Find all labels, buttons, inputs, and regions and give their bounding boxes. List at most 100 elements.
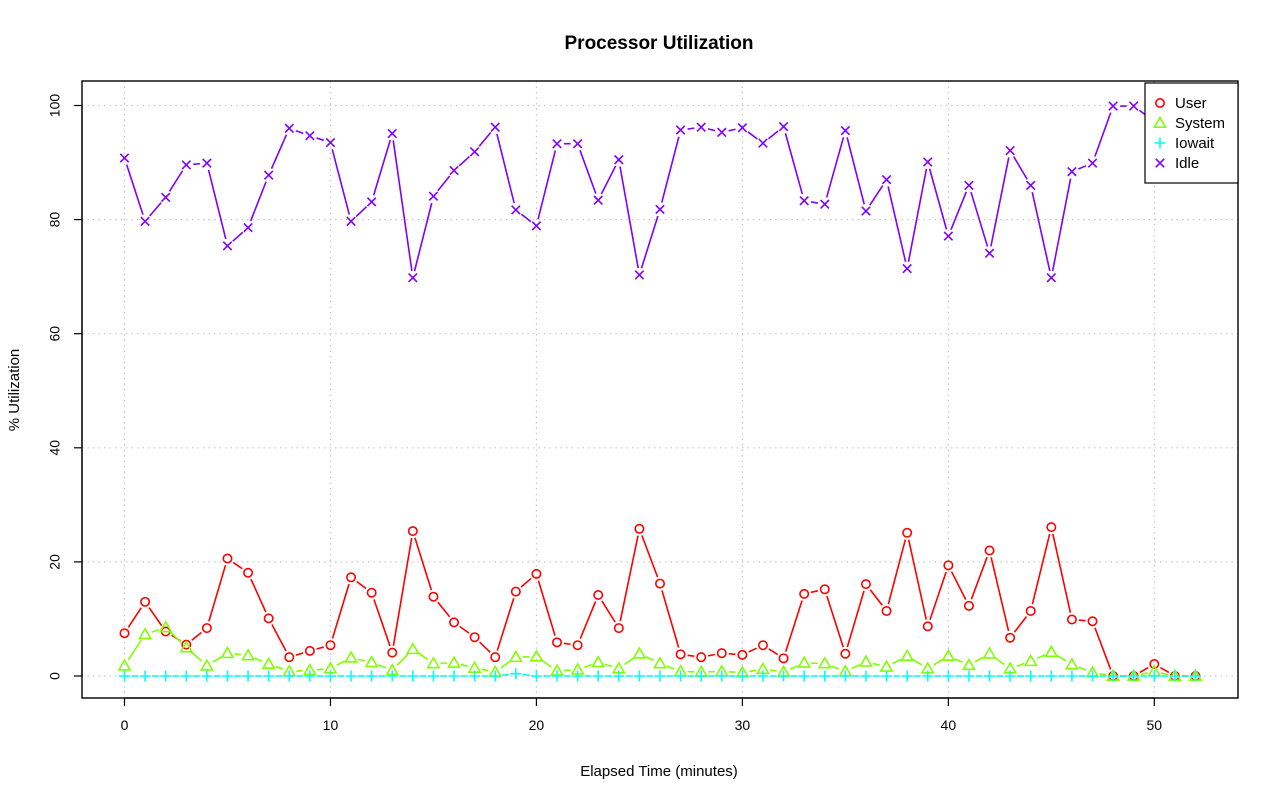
- series-idle-point-18: [490, 122, 500, 132]
- legend-label-iowait: Iowait: [1175, 135, 1215, 152]
- series-system-point-37: [879, 659, 894, 672]
- series-iowait-point-24: [613, 670, 625, 682]
- series-iowait-point-25: [633, 670, 645, 682]
- series-user-point-27: [675, 649, 686, 660]
- series-iowait-point-50: [1148, 670, 1160, 682]
- series-idle-point-34: [820, 199, 830, 209]
- series-iowait-point-8: [283, 670, 295, 682]
- series-system-point-12: [364, 655, 379, 668]
- series-idle-point-37: [881, 174, 892, 185]
- series-idle-point-1: [140, 216, 150, 227]
- series-idle-segment-27: [687, 127, 695, 130]
- series-iowait-point-3: [180, 670, 192, 682]
- series-user-segment-4: [208, 564, 227, 622]
- series-iowait-point-45: [1045, 670, 1057, 682]
- series-idle-segment-7: [270, 134, 288, 170]
- legend-item-idle: Idle: [1155, 155, 1199, 172]
- series-system-segment-46: [1078, 666, 1087, 671]
- series-iowait-point-11: [345, 670, 357, 682]
- series-idle-point-9: [305, 130, 315, 141]
- series-user-point-46: [1066, 614, 1077, 625]
- series-idle-segment-15: [437, 175, 451, 192]
- series-idle-segment-2: [168, 170, 184, 192]
- series-user-segment-6: [250, 578, 267, 613]
- series-system-point-34: [817, 656, 832, 669]
- series-iowait-point-1: [139, 670, 151, 682]
- series-user-segment-24: [619, 535, 639, 622]
- series-idle-segment-37: [887, 186, 907, 263]
- series-system-segment-0: [127, 639, 142, 661]
- series-user-segment-37: [887, 539, 907, 605]
- series-user-segment-16: [459, 625, 470, 634]
- series-idle-point-17: [469, 146, 480, 157]
- series-system-point-25: [632, 646, 647, 659]
- series-idle-point-30: [737, 122, 748, 133]
- series-iowait-point-38: [901, 670, 913, 682]
- series-idle-point-12: [366, 197, 377, 207]
- series-user-point-38: [902, 527, 913, 538]
- series-user-point-24: [613, 623, 624, 634]
- series-idle-segment-18: [496, 133, 515, 204]
- series-user-segment-32: [784, 600, 803, 652]
- series-user-point-19: [510, 586, 521, 597]
- series-user-point-4: [201, 623, 212, 634]
- x-axis: 0 10 20 30 40 50: [121, 697, 1162, 733]
- series-idle-segment-4: [207, 169, 227, 240]
- series-idle-point-42: [984, 248, 995, 259]
- series-iowait-point-30: [736, 670, 748, 682]
- series-user-segment-26: [661, 590, 680, 648]
- series-idle-point-44: [1025, 180, 1036, 191]
- series-user-point-8: [284, 652, 295, 663]
- series-iowait-point-47: [1087, 670, 1099, 682]
- series-idle-segment-24: [619, 166, 639, 269]
- series-system-segment-1: [151, 628, 160, 633]
- series-user-segment-41: [970, 556, 988, 600]
- series-idle-segment-6: [249, 181, 267, 222]
- series-user-segment-49: [1139, 666, 1149, 674]
- y-axis-title: % Utilization: [6, 349, 23, 432]
- series-system-point-33: [797, 655, 812, 668]
- legend-label-system: System: [1175, 115, 1225, 132]
- series-iowait-point-33: [798, 670, 810, 682]
- series-user-segment-38: [907, 539, 928, 620]
- series-user-segment-39: [929, 571, 947, 620]
- series-system-segment-45: [1056, 654, 1067, 662]
- series-system-segment-10: [336, 660, 346, 667]
- series-system-point-11: [344, 650, 359, 663]
- series-system-segment-41: [974, 656, 984, 663]
- series-idle-point-29: [717, 127, 727, 138]
- series-system-segment-38: [912, 658, 923, 666]
- series-user-point-20: [531, 568, 542, 579]
- series-idle-point-24: [614, 154, 624, 165]
- legend-marker-system: [1153, 115, 1167, 128]
- legend-item-system: System: [1153, 115, 1225, 132]
- series-idle-segment-33: [810, 201, 818, 204]
- series-user-point-1: [140, 596, 151, 607]
- series-user-point-16: [449, 617, 460, 628]
- series-iowait: [119, 668, 1201, 682]
- legend-item-iowait: Iowait: [1154, 135, 1215, 152]
- series-idle-point-3: [181, 160, 192, 170]
- series-idle-segment-42: [990, 157, 1010, 247]
- series-system-segment-37: [892, 658, 902, 665]
- series-system-segment-12: [377, 664, 387, 669]
- series-user-segment-50: [1159, 666, 1170, 674]
- series-system-segment-17: [481, 668, 489, 672]
- series-idle-point-22: [572, 138, 583, 149]
- series-user-point-15: [428, 591, 439, 602]
- series-idle-point-32: [778, 121, 789, 132]
- legend-label-user: User: [1175, 95, 1207, 112]
- series-idle-segment-1: [149, 202, 162, 217]
- series-system-segment-5: [234, 653, 242, 656]
- series-user-segment-33: [810, 590, 819, 594]
- series-user-point-25: [634, 523, 645, 534]
- series-idle-segment-10: [331, 149, 351, 215]
- series-user-segment-9: [316, 646, 324, 650]
- series-iowait-point-26: [654, 670, 666, 682]
- series-user-point-44: [1025, 605, 1036, 616]
- series-idle-segment-41: [970, 191, 989, 247]
- y-tick-label-0: 0: [47, 672, 63, 680]
- series-iowait-point-41: [963, 670, 975, 682]
- series-idle-point-41: [964, 180, 974, 191]
- series-idle-point-39: [922, 157, 933, 167]
